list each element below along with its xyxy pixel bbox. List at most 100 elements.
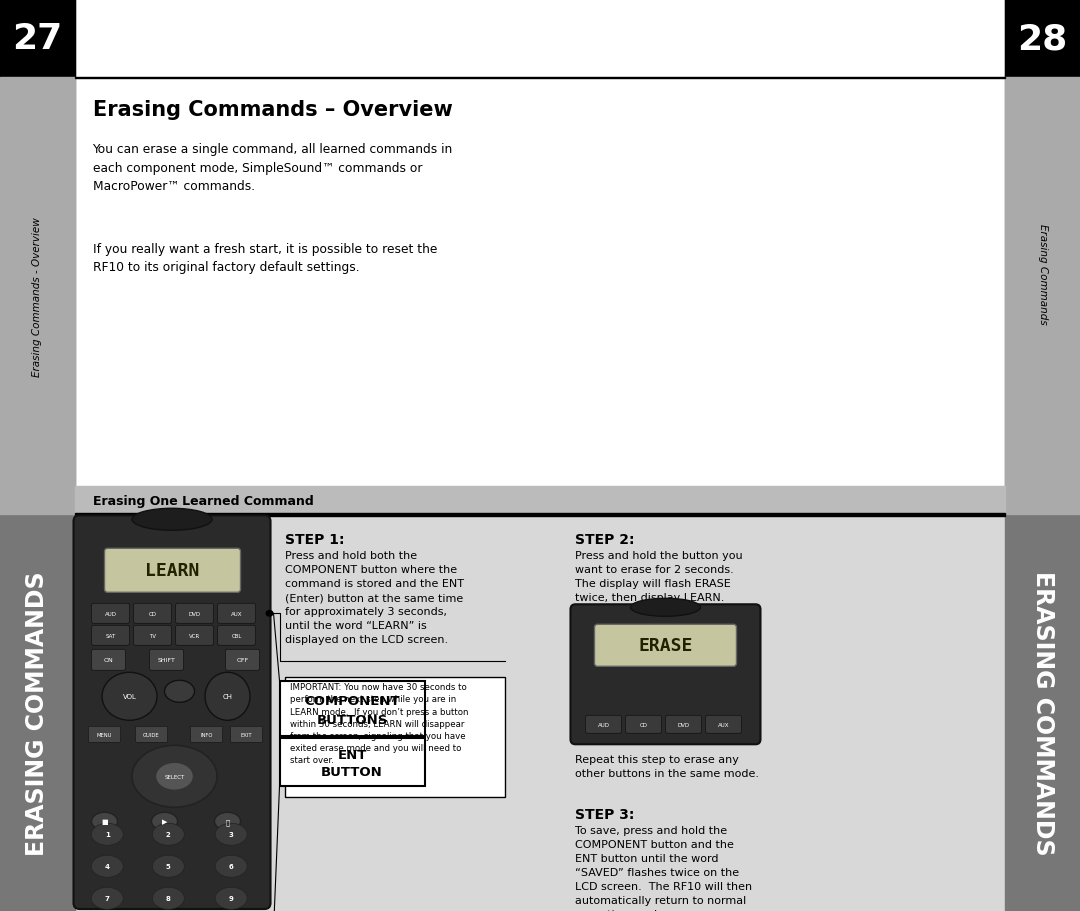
- Ellipse shape: [151, 813, 177, 830]
- FancyBboxPatch shape: [89, 726, 121, 742]
- FancyBboxPatch shape: [625, 715, 661, 733]
- Ellipse shape: [132, 745, 217, 807]
- Bar: [0, 0, 75, 911]
- Text: STEP 1:: STEP 1:: [284, 533, 345, 547]
- Text: VOL: VOL: [123, 693, 136, 700]
- Text: EXIT: EXIT: [241, 732, 253, 737]
- Bar: [75, 514, 1005, 517]
- FancyBboxPatch shape: [176, 626, 214, 646]
- Text: DVD: DVD: [188, 611, 201, 616]
- Text: ERASE: ERASE: [638, 637, 692, 655]
- FancyBboxPatch shape: [594, 625, 737, 667]
- Bar: [75, 0, 1005, 515]
- FancyBboxPatch shape: [190, 726, 222, 742]
- Text: LEARN: LEARN: [146, 562, 200, 579]
- Ellipse shape: [164, 681, 194, 702]
- FancyBboxPatch shape: [230, 726, 262, 742]
- Text: ⏸: ⏸: [226, 818, 230, 824]
- Text: To save, press and hold the
COMPONENT button and the
ENT button until the word
“: To save, press and hold the COMPONENT bu…: [576, 825, 753, 911]
- Text: STEP 2:: STEP 2:: [576, 533, 635, 547]
- Ellipse shape: [205, 672, 251, 721]
- Ellipse shape: [152, 887, 185, 909]
- FancyBboxPatch shape: [705, 715, 742, 733]
- FancyBboxPatch shape: [176, 604, 214, 624]
- Text: Erasing Commands - Overview: Erasing Commands - Overview: [32, 217, 42, 376]
- Text: AUD: AUD: [105, 611, 117, 616]
- Text: Erasing One Learned Command: Erasing One Learned Command: [93, 495, 313, 507]
- Text: DVD: DVD: [677, 722, 689, 727]
- Bar: [1005, 78, 1080, 515]
- FancyBboxPatch shape: [217, 604, 256, 624]
- Text: BUTTON: BUTTON: [321, 765, 383, 778]
- Ellipse shape: [92, 824, 123, 845]
- Text: 3: 3: [229, 832, 233, 837]
- Text: TV: TV: [149, 633, 156, 638]
- Ellipse shape: [215, 887, 247, 909]
- Text: Erasing Commands – Overview: Erasing Commands – Overview: [93, 100, 453, 120]
- Text: ERASING COMMANDS: ERASING COMMANDS: [25, 570, 50, 855]
- FancyBboxPatch shape: [134, 626, 172, 646]
- Text: Erasing Commands: Erasing Commands: [1038, 224, 1048, 325]
- Ellipse shape: [152, 824, 185, 845]
- Text: 7: 7: [105, 896, 110, 901]
- Text: ▶: ▶: [162, 818, 167, 824]
- Text: MENU: MENU: [97, 732, 112, 737]
- Text: 2: 2: [166, 832, 171, 837]
- Text: VCR: VCR: [189, 633, 200, 638]
- Bar: [0, 78, 75, 515]
- Text: GUIDE: GUIDE: [144, 732, 160, 737]
- Text: 5: 5: [166, 864, 171, 869]
- Ellipse shape: [92, 813, 118, 830]
- FancyBboxPatch shape: [73, 516, 270, 909]
- Ellipse shape: [152, 855, 185, 877]
- FancyBboxPatch shape: [135, 726, 167, 742]
- FancyBboxPatch shape: [665, 715, 702, 733]
- FancyBboxPatch shape: [226, 650, 259, 670]
- Text: STEP 3:: STEP 3:: [576, 807, 635, 822]
- Text: ■: ■: [102, 818, 108, 824]
- Bar: [75, 77, 1005, 79]
- Text: AUX: AUX: [231, 611, 242, 616]
- Text: ENT: ENT: [337, 749, 367, 762]
- FancyBboxPatch shape: [105, 548, 241, 593]
- FancyBboxPatch shape: [92, 604, 130, 624]
- Text: If you really want a fresh start, it is possible to reset the
RF10 to its origin: If you really want a fresh start, it is …: [93, 242, 437, 274]
- Text: SAT: SAT: [106, 633, 116, 638]
- Ellipse shape: [92, 855, 123, 877]
- Text: 1: 1: [105, 832, 110, 837]
- Ellipse shape: [215, 855, 247, 877]
- Text: 28: 28: [1017, 22, 1068, 56]
- Text: 8: 8: [166, 896, 171, 901]
- Ellipse shape: [215, 813, 241, 830]
- Text: CH: CH: [222, 693, 232, 700]
- FancyBboxPatch shape: [570, 605, 760, 744]
- Text: COMPONENT: COMPONENT: [305, 694, 400, 707]
- Ellipse shape: [215, 824, 247, 845]
- Text: BUTTONS: BUTTONS: [316, 713, 388, 726]
- Text: INFO: INFO: [200, 732, 213, 737]
- Ellipse shape: [92, 887, 123, 909]
- Text: AUD: AUD: [597, 722, 609, 727]
- Text: CD: CD: [639, 722, 648, 727]
- FancyBboxPatch shape: [280, 738, 424, 786]
- Text: AUX: AUX: [718, 722, 729, 727]
- Text: IMPORTANT: You now have 30 seconds to
perform the next step while you are in
LEA: IMPORTANT: You now have 30 seconds to pe…: [289, 682, 468, 764]
- Text: Repeat this step to erase any
other buttons in the same mode.: Repeat this step to erase any other butt…: [576, 754, 759, 778]
- Text: 27: 27: [12, 22, 63, 56]
- Bar: [0, 0, 75, 78]
- Text: Press and hold the button you
want to erase for 2 seconds.
The display will flas: Press and hold the button you want to er…: [576, 550, 743, 602]
- Text: CBL: CBL: [231, 633, 242, 638]
- FancyBboxPatch shape: [280, 681, 424, 736]
- Text: SELECT: SELECT: [164, 774, 185, 779]
- FancyBboxPatch shape: [585, 715, 621, 733]
- Bar: [1005, 0, 1080, 78]
- Text: You can erase a single command, all learned commands in
each component mode, Sim: You can erase a single command, all lear…: [93, 143, 453, 193]
- Text: ERASING COMMANDS: ERASING COMMANDS: [1030, 570, 1055, 855]
- FancyBboxPatch shape: [134, 604, 172, 624]
- Bar: [75, 486, 1005, 515]
- Text: CD: CD: [149, 611, 157, 616]
- Bar: [75, 515, 1005, 911]
- Text: 9: 9: [229, 896, 233, 901]
- Text: ON: ON: [104, 658, 113, 662]
- FancyBboxPatch shape: [92, 650, 125, 670]
